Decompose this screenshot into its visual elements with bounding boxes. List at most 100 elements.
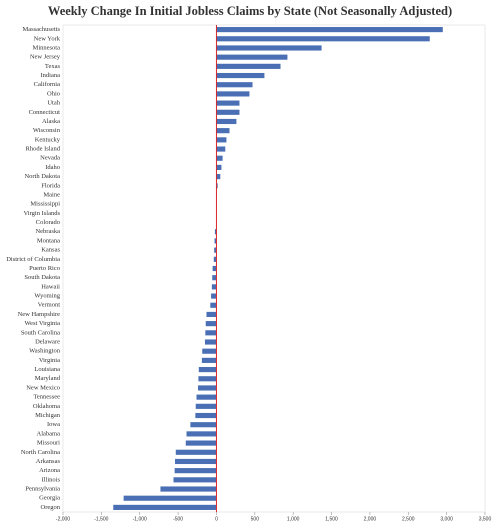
bar <box>216 155 223 161</box>
bar <box>195 412 217 419</box>
y-tick-label: Virginia <box>39 357 60 364</box>
bar <box>173 477 217 483</box>
y-tick-label: District of Columbia <box>6 256 60 263</box>
y-tick-label: Maryland <box>35 375 61 382</box>
bar <box>205 330 217 336</box>
bar <box>198 385 217 391</box>
y-tick-label: Massachusetts <box>22 26 60 33</box>
y-tick-label: Virgin Islands <box>23 210 60 217</box>
y-tick-label: Vermont <box>38 302 61 309</box>
bar <box>216 137 227 143</box>
y-tick-label: Alaska <box>42 118 60 125</box>
y-tick-label: Nebraska <box>35 228 60 235</box>
bar <box>216 63 281 69</box>
bar <box>216 45 322 51</box>
x-tick-label: 1,000 <box>287 516 300 522</box>
y-tick-label: Texas <box>45 63 61 70</box>
bar <box>190 422 217 428</box>
bar <box>212 265 217 272</box>
y-tick-label: Wyoming <box>34 293 60 300</box>
x-tick-label: 0 <box>215 516 218 522</box>
bar <box>216 36 430 42</box>
y-tick-label: Iowa <box>47 421 60 428</box>
bar <box>205 321 217 327</box>
y-tick-label: South Carolina <box>21 329 60 336</box>
bar <box>216 146 226 152</box>
bar <box>185 440 217 446</box>
x-tick-label: -500 <box>173 516 183 522</box>
y-tick-label: Illinois <box>42 476 61 483</box>
bar <box>175 449 217 455</box>
x-tick-label: 500 <box>251 516 260 522</box>
y-tick-label: West Virginia <box>25 320 61 327</box>
y-tick-label: New Jersey <box>30 54 61 61</box>
x-tick-label: 3,000 <box>440 516 453 522</box>
y-tick-label: Colorado <box>36 219 60 226</box>
x-tick-label: 3,500 <box>479 516 492 522</box>
y-tick-label: Utah <box>47 100 60 107</box>
y-tick-label: Arkansas <box>36 458 61 465</box>
y-tick-label: Delaware <box>35 338 60 345</box>
bar <box>198 376 217 382</box>
y-tick-label: Michigan <box>35 412 61 419</box>
bar <box>216 118 237 125</box>
bar <box>214 238 217 244</box>
y-tick-label: Nevada <box>40 155 60 162</box>
y-tick-label: Kentucky <box>35 136 61 143</box>
y-tick-label: Tennessee <box>33 394 60 401</box>
y-tick-label: Missouri <box>37 440 60 447</box>
bar <box>202 348 217 354</box>
y-tick-label: Washington <box>29 348 61 355</box>
y-tick-label: Oklahoma <box>33 403 60 410</box>
bar <box>196 394 217 400</box>
x-tick-label: 2,500 <box>402 516 415 522</box>
y-tick-label: Maine <box>43 191 60 198</box>
y-tick-label: Hawaii <box>41 283 60 290</box>
y-tick-label: Minnesota <box>33 44 61 51</box>
y-tick-label: California <box>34 81 60 88</box>
y-tick-label: North Dakota <box>24 173 60 180</box>
chart-title: Weekly Change In Initial Jobless Claims … <box>48 4 452 18</box>
bar <box>216 100 240 106</box>
bar <box>210 302 217 308</box>
y-tick-label: Georgia <box>39 495 60 502</box>
bar <box>216 174 221 180</box>
bar <box>216 109 240 115</box>
bar <box>214 247 217 253</box>
y-tick-label: New Mexico <box>26 384 60 391</box>
y-tick-label: Oregon <box>41 504 61 511</box>
y-tick-label: Idaho <box>45 164 60 171</box>
y-tick-label: Mississippi <box>30 201 60 208</box>
bar <box>216 82 253 88</box>
y-tick-label: Florida <box>41 182 60 189</box>
bar <box>216 72 265 79</box>
y-tick-label: Puerto Rico <box>29 265 60 272</box>
bar <box>201 357 217 363</box>
y-tick-label: Ohio <box>47 90 60 97</box>
bar <box>195 403 217 409</box>
y-tick-label: New York <box>34 35 61 42</box>
y-tick-label: South Dakota <box>24 274 60 281</box>
y-tick-label: Arizona <box>39 467 60 474</box>
plot-frame <box>62 24 486 513</box>
bar <box>216 128 230 134</box>
bar <box>211 293 217 299</box>
bar <box>113 504 217 510</box>
x-tick-label: -1,000 <box>133 516 147 522</box>
x-tick-label: -2,000 <box>56 516 70 522</box>
bar <box>216 183 218 189</box>
y-tick-label: North Carolina <box>21 449 60 456</box>
bar <box>214 229 217 235</box>
y-tick-label: Kansas <box>41 247 60 254</box>
bar <box>123 495 217 501</box>
bar <box>204 339 217 345</box>
y-tick-label: Alabama <box>37 430 61 437</box>
x-tick-label: 1,500 <box>325 516 338 522</box>
bar <box>216 27 443 33</box>
bar <box>198 367 217 373</box>
y-tick-label: Louisiana <box>34 366 60 373</box>
bar <box>212 275 217 281</box>
bar <box>186 431 217 437</box>
y-tick-label: Rhode Island <box>26 146 61 153</box>
